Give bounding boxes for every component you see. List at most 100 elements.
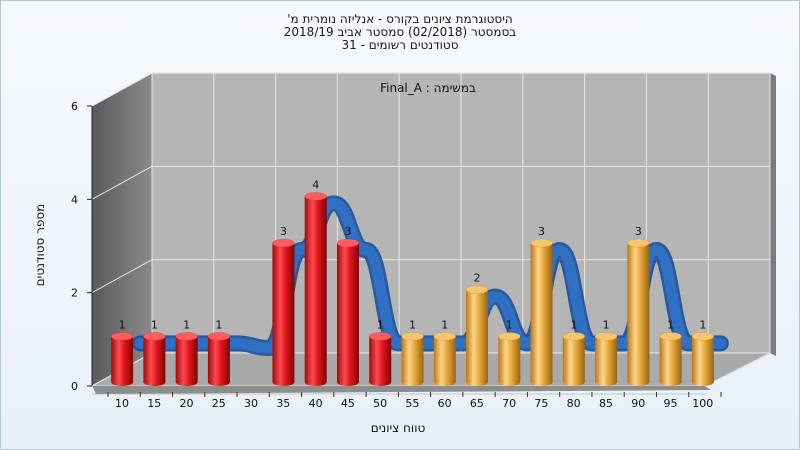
bar-top: [368, 332, 392, 341]
bar-data-label: 3: [635, 225, 642, 238]
bar-body: [466, 289, 489, 386]
bar-top: [207, 332, 231, 341]
bar-top: [175, 332, 198, 341]
bar-body: [272, 243, 295, 386]
grid-line-depth: [91, 259, 153, 294]
y-tick-label: 4: [71, 193, 78, 206]
bar-data-label: 1: [183, 318, 190, 331]
bar-body: [304, 196, 327, 386]
chart-title-line-3: סטודנטים רשומים - 31: [341, 38, 459, 52]
bar-body: [562, 336, 585, 386]
bar-body: [111, 336, 134, 386]
histogram-bar: [207, 332, 231, 386]
histogram-bar: [498, 332, 521, 387]
chart-title-line-2: בסמסטר (02/2018) סמסטר אביב 2018/19: [283, 25, 517, 39]
bar-body: [627, 243, 650, 386]
bar-data-label: 1: [409, 318, 416, 331]
chart-inner-title: במשימה : Final_A: [380, 81, 476, 95]
bar-data-label: 1: [699, 318, 706, 331]
bar-body: [143, 336, 166, 386]
bar-top: [110, 332, 134, 341]
x-tick-label: 30: [244, 397, 258, 410]
histogram-bar: [272, 238, 295, 386]
bar-body: [336, 243, 359, 386]
bar-body: [433, 336, 456, 386]
histogram-bar: [659, 332, 682, 386]
bar-top: [659, 332, 682, 341]
bar-data-label: 1: [215, 318, 222, 331]
bar-data-label: 1: [506, 318, 513, 331]
histogram-bar: [627, 238, 650, 386]
bar-body: [595, 336, 618, 386]
x-axis-title: טווח ציונים: [371, 421, 426, 435]
x-tick-label: 45: [341, 397, 355, 410]
bar-data-label: 1: [151, 318, 158, 331]
bar-data-label: 1: [570, 318, 577, 331]
bar-top: [433, 332, 457, 341]
x-tick-label: 20: [180, 397, 194, 410]
y-axis-title: מספר סטודנטים: [33, 204, 47, 287]
histogram-bar: [175, 332, 198, 386]
bar-body: [498, 336, 521, 387]
histogram-bar: [336, 238, 360, 386]
bar-body: [369, 336, 392, 386]
x-tick-label: 40: [309, 397, 323, 410]
bar-data-label: 3: [344, 225, 351, 238]
right-wall-edge: [770, 73, 776, 356]
bar-body: [530, 243, 553, 386]
bar-top: [530, 238, 553, 248]
histogram-bar: [562, 332, 586, 386]
x-tick-label: 25: [212, 397, 226, 410]
x-tick-label: 15: [147, 397, 161, 410]
x-tick-label: 65: [470, 397, 484, 410]
bar-body: [691, 336, 714, 386]
x-tick-label: 70: [502, 397, 516, 410]
histogram-bar: [110, 332, 134, 386]
x-tick-label: 90: [631, 397, 645, 410]
x-tick-label: 35: [276, 397, 290, 410]
x-tick-label: 95: [663, 397, 677, 410]
bar-top: [562, 332, 586, 341]
chart-title-line-1: היסטוגרמת ציונים בקורס - אנליזה נומרית מ…: [287, 12, 513, 26]
bar-top: [336, 238, 360, 248]
bar-body: [401, 336, 424, 386]
x-tick-label: 60: [438, 397, 452, 410]
y-tick-label: 6: [71, 100, 78, 113]
histogram-bar: [594, 332, 618, 386]
bar-top: [143, 332, 166, 341]
x-tick-label: 50: [373, 397, 387, 410]
bar-body: [207, 336, 230, 386]
bar-data-label: 2: [474, 272, 481, 285]
bar-data-label: 1: [119, 318, 126, 331]
floor-edge: [92, 386, 711, 394]
bar-top: [594, 332, 618, 341]
bar-data-label: 1: [377, 318, 384, 331]
bar-top: [304, 192, 327, 201]
bar-top: [498, 332, 521, 341]
histogram-bar: [401, 332, 424, 386]
bar-data-label: 1: [603, 318, 610, 331]
x-tick-label: 100: [692, 397, 713, 410]
y-tick-label: 2: [71, 287, 78, 300]
bar-data-label: 4: [312, 178, 319, 191]
grid-line-depth: [91, 72, 153, 107]
histogram-bar: [691, 332, 715, 386]
histogram-bar: [465, 285, 489, 386]
bar-top: [401, 332, 424, 341]
x-tick-label: 75: [534, 397, 548, 410]
x-tick-label: 10: [115, 397, 129, 410]
histogram-bar: [368, 332, 392, 386]
bar-data-label: 3: [280, 225, 287, 238]
bar-body: [175, 336, 198, 386]
bar-data-label: 1: [667, 318, 674, 331]
grid-line-depth: [91, 165, 153, 200]
histogram-bar: [433, 332, 457, 386]
bar-top: [627, 238, 650, 248]
histogram-bar: [530, 238, 553, 386]
bar-data-label: 3: [538, 225, 545, 238]
y-tick-label: 0: [71, 380, 78, 393]
histogram-bar: [143, 332, 166, 386]
bar-body: [659, 336, 682, 386]
bar-top: [272, 238, 295, 248]
